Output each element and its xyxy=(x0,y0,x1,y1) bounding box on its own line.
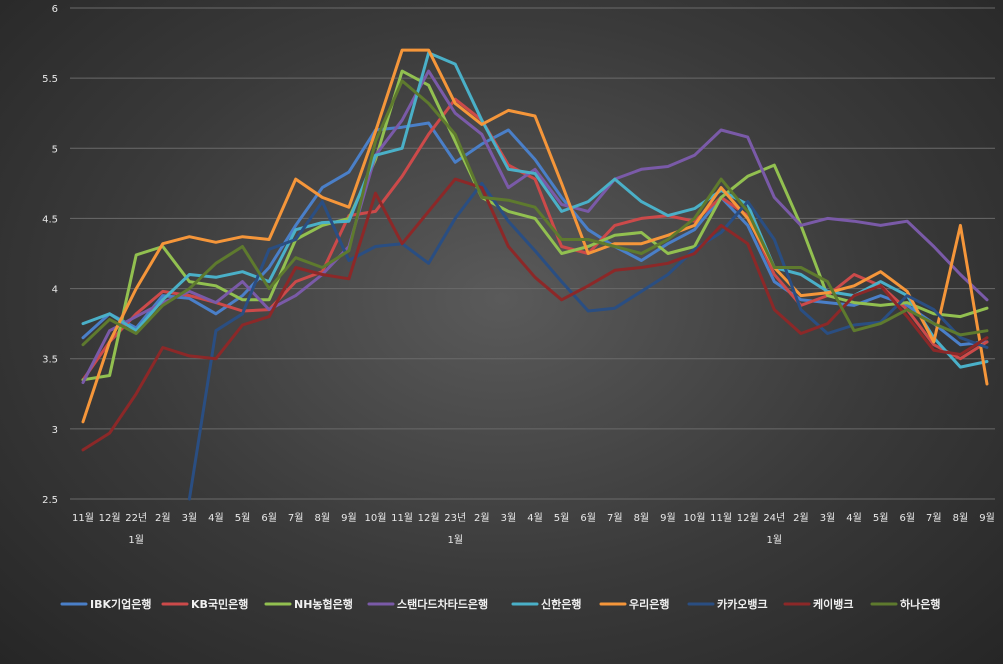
legend-label: 카카오뱅크 xyxy=(717,597,768,611)
x-tick-label: 3월 xyxy=(501,512,517,524)
series-line-6 xyxy=(187,181,989,501)
x-axis-labels: 11월 12월 22년 1월 2월 3월 4월 5월 6월 7월 8월 9월 10월 11월 12월 23년 1… xyxy=(72,512,995,546)
x-tick-label: 22년 xyxy=(125,512,147,524)
legend-label: 케이뱅크 xyxy=(813,597,853,611)
x-tick-label: 5월 xyxy=(554,512,570,524)
y-tick-label: 3.5 xyxy=(42,355,58,366)
x-tick-label: 11월 xyxy=(710,512,732,524)
x-tick-label: 4월 xyxy=(846,512,862,524)
x-tick-label: 9월 xyxy=(341,512,357,524)
legend-label: 스탠다드차타드은행 xyxy=(397,597,488,611)
x-tick-label: 24년 xyxy=(763,512,785,524)
legend-label: 신한은행 xyxy=(541,597,581,611)
series-lines xyxy=(81,48,989,501)
y-tick-label: 5.5 xyxy=(42,74,58,85)
x-tick-label: 12월 xyxy=(418,512,440,524)
x-tick-label: 3월 xyxy=(820,512,836,524)
legend-label: IBK기업은행 xyxy=(90,597,151,611)
y-axis-labels: 2.5 3 3.5 4 4.5 5 5.5 6 xyxy=(42,4,58,506)
series-line-5 xyxy=(81,48,989,424)
series-line-8 xyxy=(81,79,989,347)
x-tick-label: 6월 xyxy=(580,512,596,524)
x-tick-label: 7월 xyxy=(288,512,304,524)
x-tick-label: 2월 xyxy=(155,512,171,524)
y-tick-label: 3 xyxy=(52,425,58,436)
x-tick-label: 10월 xyxy=(684,512,706,524)
x-tick-label: 10월 xyxy=(365,512,387,524)
x-tick-label: 4월 xyxy=(208,512,224,524)
x-tick-label-line2: 1월 xyxy=(447,534,463,546)
x-tick-label: 3월 xyxy=(182,512,198,524)
x-tick-label: 2월 xyxy=(793,512,809,524)
gridlines xyxy=(70,7,995,500)
x-tick-label: 23년 xyxy=(444,512,466,524)
x-tick-label-line2: 1월 xyxy=(767,534,783,546)
x-tick-label: 11월 xyxy=(72,512,94,524)
y-tick-label: 5 xyxy=(52,144,58,155)
x-tick-label: 8월 xyxy=(315,512,331,524)
x-tick-label: 7월 xyxy=(926,512,942,524)
series-line-1 xyxy=(81,97,989,382)
legend-label: NH농협은행 xyxy=(294,597,353,611)
x-tick-label: 9월 xyxy=(979,512,995,524)
series-line-3 xyxy=(81,69,989,385)
y-tick-label: 4.5 xyxy=(42,214,58,225)
x-tick-label: 8월 xyxy=(953,512,969,524)
y-tick-label: 6 xyxy=(52,4,58,15)
x-tick-label: 7월 xyxy=(607,512,623,524)
x-tick-label: 4월 xyxy=(527,512,543,524)
x-tick-label: 5월 xyxy=(235,512,251,524)
x-tick-label: 8월 xyxy=(634,512,650,524)
series-line-7 xyxy=(81,177,989,452)
x-tick-label: 11월 xyxy=(391,512,413,524)
legend: IBK기업은행 KB국민은행 NH농협은행 스탠다드차타드은행 신한은행 우리은행 카카오뱅… xyxy=(60,597,940,611)
x-tick-label: 5월 xyxy=(873,512,889,524)
x-tick-label: 12월 xyxy=(99,512,121,524)
x-tick-label: 6월 xyxy=(261,512,277,524)
x-tick-label: 9월 xyxy=(660,512,676,524)
x-tick-label: 12월 xyxy=(737,512,759,524)
x-tick-label-line2: 1월 xyxy=(128,534,144,546)
legend-label: 하나은행 xyxy=(900,597,940,611)
x-tick-label: 6월 xyxy=(899,512,915,524)
x-tick-label: 2월 xyxy=(474,512,490,524)
legend-label: KB국민은행 xyxy=(191,597,248,611)
series-line-4 xyxy=(81,51,989,369)
series-line-0 xyxy=(81,121,989,347)
legend-label: 우리은행 xyxy=(629,597,669,611)
y-tick-label: 4 xyxy=(52,285,58,296)
y-tick-label: 2.5 xyxy=(42,495,58,506)
